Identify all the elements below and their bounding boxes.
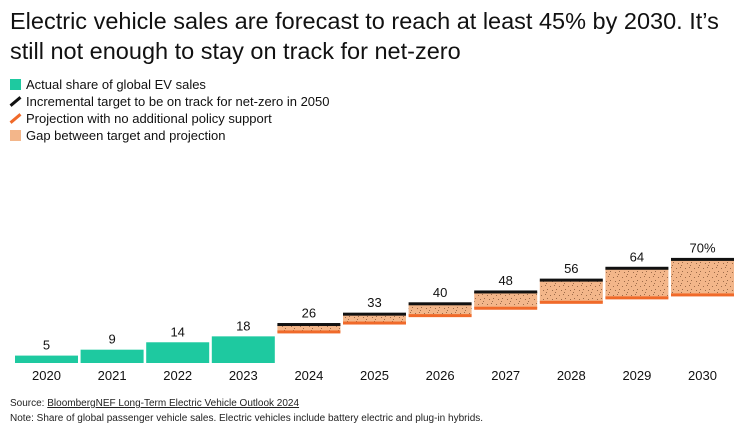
data-label-2023: 18 <box>236 318 250 333</box>
projection-line-2025 <box>343 321 406 325</box>
legend-label-gap: Gap between target and projection <box>26 128 226 143</box>
legend-item-gap: Gap between target and projection <box>10 127 330 144</box>
x-tick-label-2029: 2029 <box>622 368 651 383</box>
gap-box-2025 <box>343 314 406 324</box>
data-label-2025: 33 <box>367 295 381 310</box>
x-tick-label-2027: 2027 <box>491 368 520 383</box>
orange-line-icon <box>10 113 21 124</box>
x-tick-label-2025: 2025 <box>360 368 389 383</box>
gap-box-2029 <box>605 268 669 298</box>
source-note: Source: BloombergNEF Long-Term Electric … <box>10 398 299 409</box>
data-label-2021: 9 <box>108 332 115 347</box>
projection-line-2029 <box>605 296 669 300</box>
chart-title: Electric vehicle sales are forecast to r… <box>10 8 719 64</box>
bar-actual-2022 <box>146 342 210 363</box>
x-tick-label-2022: 2022 <box>163 368 192 383</box>
data-label-2027: 48 <box>498 273 512 288</box>
gap-box-2028 <box>539 280 603 303</box>
target-line-2026 <box>408 302 472 306</box>
source-prefix: Source: <box>10 398 48 409</box>
footnote: Note: Share of global passenger vehicle … <box>10 413 484 424</box>
data-label-2024: 26 <box>302 306 316 321</box>
bar-actual-2023 <box>211 336 275 363</box>
peach-square-icon <box>10 130 21 141</box>
target-line-2025 <box>343 312 406 316</box>
x-tick-label-2021: 2021 <box>98 368 127 383</box>
gap-box-2030 <box>671 259 734 295</box>
data-label-2022: 14 <box>170 324 184 339</box>
projection-line-2026 <box>408 314 472 318</box>
data-label-2026: 40 <box>433 285 447 300</box>
bar-actual-2021 <box>80 349 144 363</box>
black-line-icon <box>10 96 21 107</box>
projection-line-2030 <box>671 293 734 297</box>
data-label-2030: 70% <box>689 240 715 255</box>
gap-box-2027 <box>474 291 538 309</box>
teal-square-icon <box>10 79 21 90</box>
target-line-2028 <box>539 278 603 282</box>
legend-label-projection: Projection with no additional policy sup… <box>26 111 272 126</box>
x-tick-label-2024: 2024 <box>294 368 323 383</box>
x-tick-label-2030: 2030 <box>688 368 717 383</box>
source-link[interactable]: BloombergNEF Long-Term Electric Vehicle … <box>47 398 300 409</box>
legend-item-projection: Projection with no additional policy sup… <box>10 110 330 127</box>
target-line-2029 <box>605 266 669 270</box>
legend-label-target: Incremental target to be on track for ne… <box>26 94 330 109</box>
data-label-2028: 56 <box>564 261 578 276</box>
legend-item-actual: Actual share of global EV sales <box>10 76 330 93</box>
projection-line-2027 <box>474 306 538 310</box>
x-tick-label-2020: 2020 <box>32 368 61 383</box>
chart-area: 5 2020 9 2021 14 2022 18 2023 26 2024 33 2025 40 2026… <box>15 240 734 383</box>
target-line-2024 <box>277 323 341 327</box>
target-line-2030 <box>671 257 734 261</box>
legend: Actual share of global EV sales Incremen… <box>10 76 330 144</box>
data-label-2020: 5 <box>43 338 50 353</box>
projection-line-2028 <box>539 300 603 304</box>
x-tick-label-2028: 2028 <box>557 368 586 383</box>
x-tick-label-2023: 2023 <box>229 368 258 383</box>
gap-box-2026 <box>408 303 472 316</box>
bar-actual-2020 <box>15 355 78 363</box>
data-label-2029: 64 <box>630 249 644 264</box>
x-tick-label-2026: 2026 <box>426 368 455 383</box>
target-line-2027 <box>474 290 538 294</box>
projection-line-2024 <box>277 330 341 334</box>
gap-box-2024 <box>277 324 341 332</box>
legend-item-target: Incremental target to be on track for ne… <box>10 93 330 110</box>
legend-label-actual: Actual share of global EV sales <box>26 77 206 92</box>
